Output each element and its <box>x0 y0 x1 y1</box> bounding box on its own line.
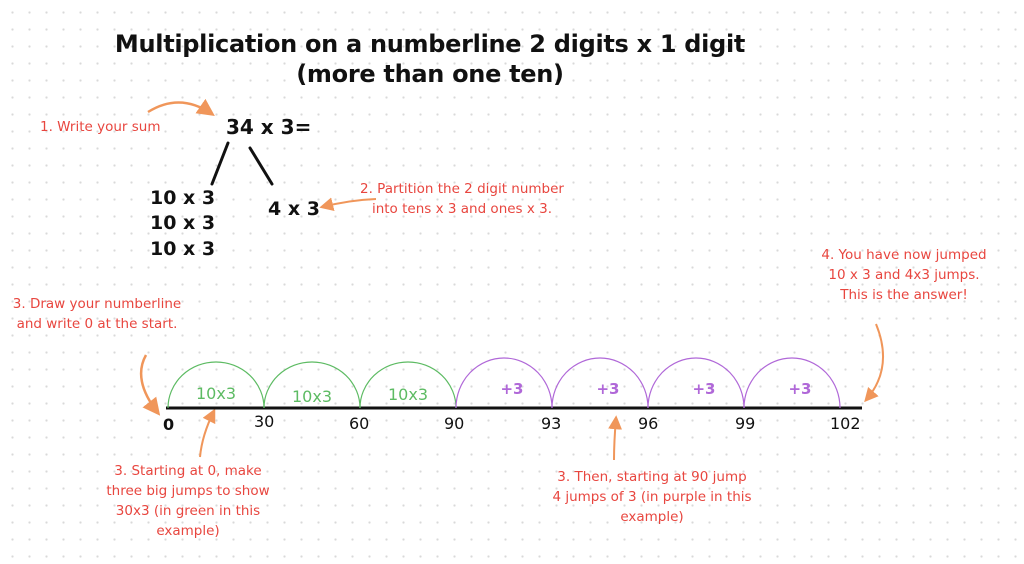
arrow-step3-draw <box>139 354 161 416</box>
tick-label: 99 <box>735 414 756 433</box>
tens-partition: 10 x 3 <box>150 238 216 260</box>
page-title: Multiplication on a numberline 2 digits … <box>114 30 746 58</box>
purple-jump-label: +3 <box>692 380 716 398</box>
tens-partition: 10 x 3 <box>150 187 216 209</box>
step3-then-note: 3. Then, starting at 90 jump 4 jumps of … <box>552 469 752 525</box>
green-jump-label: 10x3 <box>387 385 428 404</box>
arrow-step4 <box>864 323 885 403</box>
tens-partition: 10 x 3 <box>150 212 216 234</box>
green-jump-label: 10x3 <box>195 384 236 403</box>
purple-jump-arc <box>455 357 553 409</box>
arrow-step3-start <box>199 408 216 458</box>
step4-note: 4. You have now jumped 10 x 3 and 4x3 ju… <box>821 247 987 303</box>
arrow-step1 <box>147 98 215 116</box>
tick-label: 90 <box>444 414 465 433</box>
purple-jump-label: +3 <box>500 380 524 398</box>
ones-partition: 4 x 3 <box>268 198 320 220</box>
purple-jump-arc <box>647 357 745 409</box>
purple-jump-label: +3 <box>596 380 620 398</box>
sum-expression: 34 x 3= <box>226 115 312 139</box>
tick-label: 93 <box>541 414 562 433</box>
step3-draw-note: 3. Draw your numberline and write 0 at t… <box>12 296 182 332</box>
arrow-step2 <box>319 197 377 212</box>
green-jump-arc <box>263 361 361 409</box>
tick-label: 102 <box>830 414 861 433</box>
branch-line-ones <box>248 146 274 186</box>
arrow-step3-then <box>608 415 623 461</box>
tick-label: 60 <box>349 414 370 433</box>
purple-jump-arc <box>551 357 649 409</box>
green-jump-arc <box>167 361 265 409</box>
step3-start-note: 3. Starting at 0, make three big jumps t… <box>106 463 270 539</box>
step2-note: 2. Partition the 2 digit number into ten… <box>360 181 564 217</box>
step1-note: 1. Write your sum <box>40 119 161 135</box>
tick-label: 0 <box>163 415 175 434</box>
tick-label: 96 <box>638 414 659 433</box>
green-jump-arc <box>359 361 457 409</box>
purple-jump-arc <box>743 357 841 409</box>
purple-jump-label: +3 <box>788 380 812 398</box>
green-jump-label: 10x3 <box>291 387 332 406</box>
tick-label: 30 <box>254 412 275 431</box>
branch-line-tens <box>210 141 230 186</box>
page-subtitle: (more than one ten) <box>296 60 564 88</box>
